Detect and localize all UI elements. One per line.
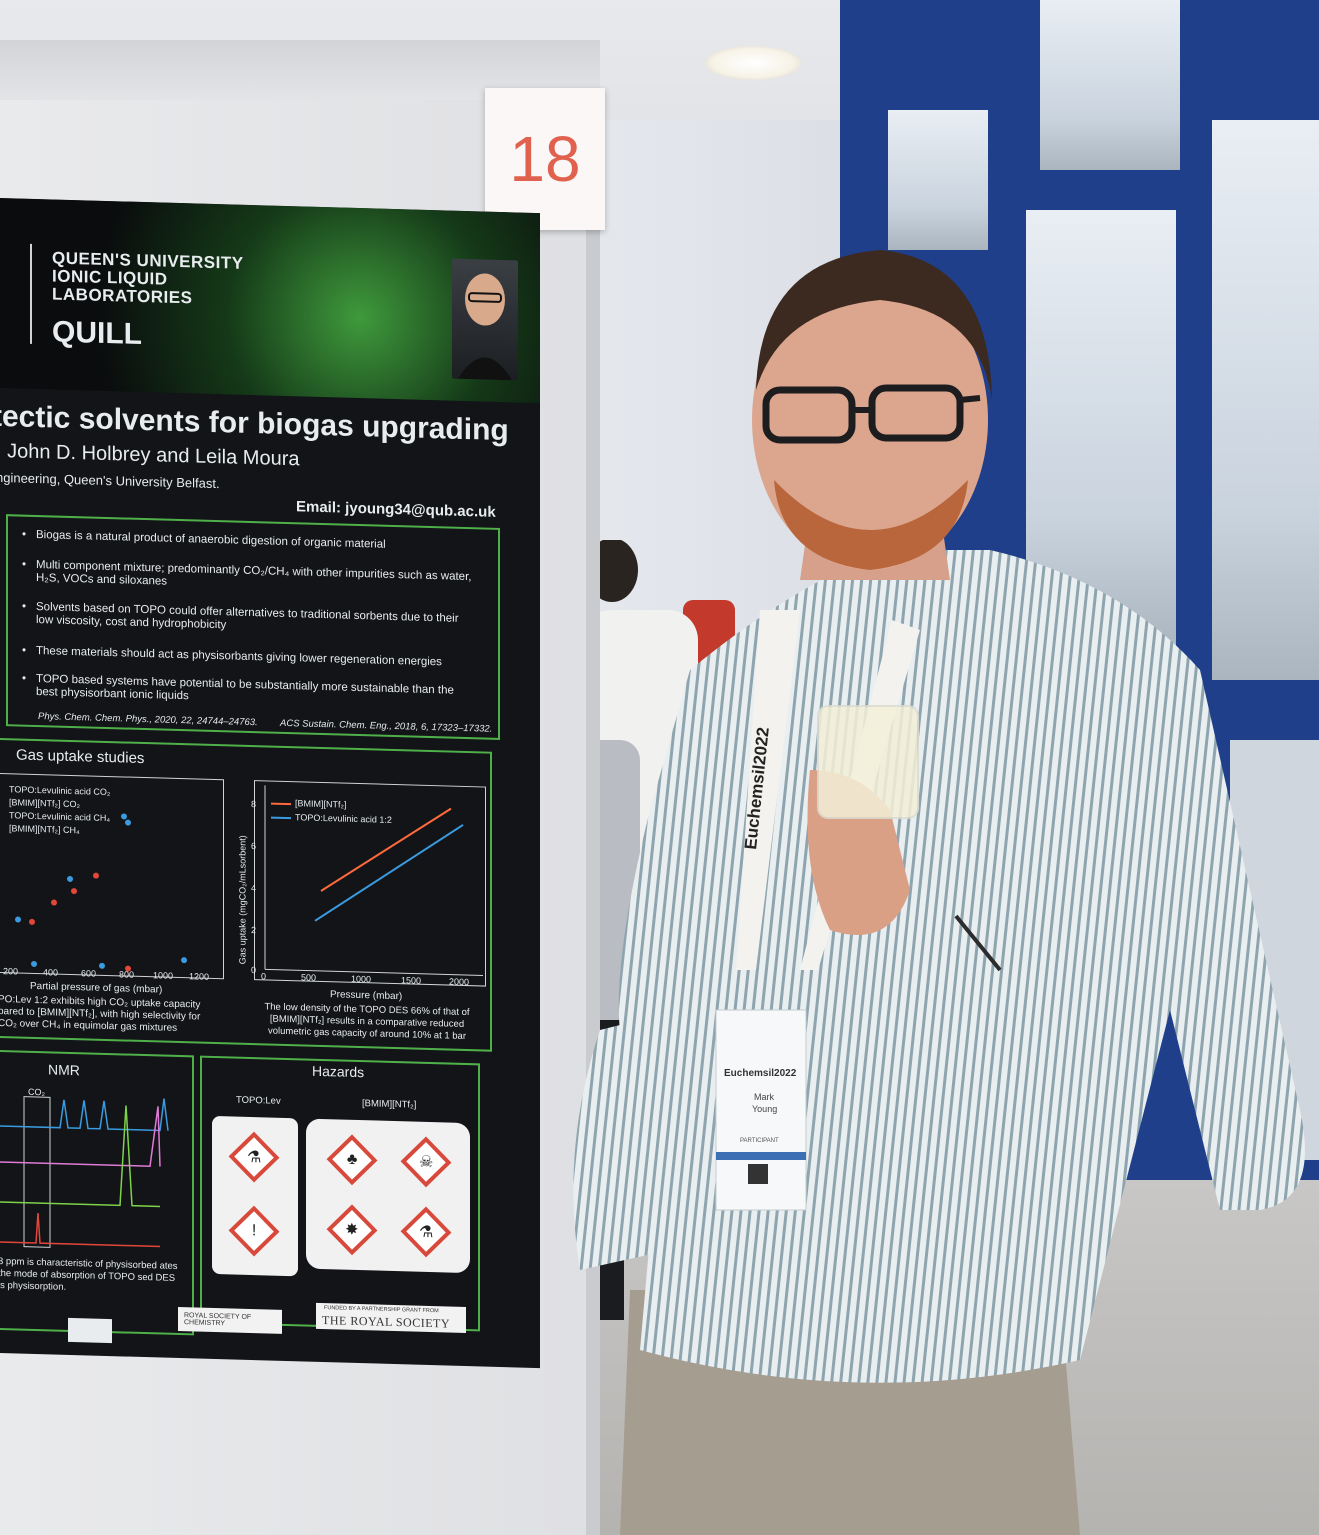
legend-entry: [BMIM][NTf₂] CO₂ [9, 797, 80, 810]
selectivity-plot: TOPO:Levulinic acid CO₂ [BMIM][NTf₂] CO₂… [0, 772, 224, 982]
ukri-logo [68, 1317, 112, 1344]
tick-label: 1000 [153, 970, 174, 981]
poster-title: tectic solvents for biogas upgrading [0, 399, 509, 448]
data-point [67, 875, 73, 883]
hazard-card: ♣ ☠ ✸ ⚗ [306, 1118, 470, 1274]
tick-label: 0 [261, 971, 267, 982]
uptake-plot: [BMIM][NTf₂] TOPO:Levulinic acid 1:2 8 6… [251, 780, 486, 988]
tick-label: 400 [43, 967, 59, 978]
data-point [99, 962, 105, 969]
header-divider [30, 243, 32, 344]
hazards-heading: Hazards [312, 1062, 365, 1081]
health-hazard-icon: ✸ [326, 1204, 378, 1256]
corrosive-icon: ⚗ [400, 1206, 452, 1258]
nmr-heading: NMR [48, 1061, 80, 1079]
quill-logo: QUILL [52, 315, 142, 351]
poster-authors: , John D. Holbrey and Leila Moura [0, 439, 300, 471]
data-point [15, 916, 21, 923]
board-number: 18 [509, 123, 581, 195]
royal-society-logo: FUNDED BY A PARTNERSHIP GRANT FROM THE R… [316, 1302, 466, 1334]
tick-label: 200 [3, 966, 19, 977]
tick-label: 8 [251, 799, 257, 810]
tick-label: 4 [251, 883, 257, 894]
tick-label: 0 [251, 965, 257, 976]
data-point [181, 957, 187, 964]
tick-label: 2000 [449, 976, 470, 988]
data-point [51, 899, 57, 906]
legend-entry: [BMIM][NTf₂] CH₄ [9, 823, 80, 836]
tick-label: 800 [119, 969, 135, 980]
tick-label: 600 [81, 968, 97, 979]
axis-label: Gas uptake (mgCO₂/mLsorbent) [237, 835, 248, 965]
legend-entry: [BMIM][NTf₂] [295, 798, 347, 810]
poster-email: Email: jyoung34@qub.ac.uk [296, 498, 496, 521]
data-point [121, 813, 127, 820]
nmr-peak-label: CO₂ [28, 1086, 45, 1098]
board-number-card: 18 [485, 88, 605, 230]
plot-caption: PO:Lev 1:2 exhibits high CO₂ uptake capa… [0, 993, 201, 1034]
hazard-group-label: [BMIM][NTf₂] [362, 1098, 417, 1111]
royal-society-name: THE ROYAL SOCIETY [322, 1312, 451, 1331]
hazard-group-label: TOPO:Lev [236, 1094, 281, 1107]
badge-event: Euchemsil2022 [724, 1068, 797, 1079]
person-with-glass: Euchemsil2022 Euchemsil2022 Mark Young P… [573, 250, 1305, 1535]
corrosive-icon: ⚗ [228, 1131, 280, 1183]
axis-label: Pressure (mbar) [330, 989, 403, 1003]
legend-entry: TOPO:Levulinic acid CO₂ [9, 784, 111, 798]
tick-label: 500 [301, 972, 317, 983]
tick-label: 2 [251, 925, 257, 936]
research-poster: QUEEN'S UNIVERSITY IONIC LIQUID LABORATO… [0, 198, 540, 1369]
badge-role: PARTICIPANT [740, 1138, 779, 1144]
rsc-logo: ROYAL SOCIETY OF CHEMISTRY [178, 1306, 282, 1334]
exclamation-icon: ! [228, 1205, 280, 1257]
tick-label: 1200 [189, 971, 210, 982]
data-point [29, 918, 35, 925]
nmr-box [0, 1049, 194, 1336]
data-point [71, 887, 77, 895]
data-point [31, 960, 37, 968]
gas-uptake-heading: Gas uptake studies [16, 746, 145, 768]
tick-label: 6 [251, 841, 257, 852]
plot-caption: The low density of the TOPO DES 66% of t… [264, 1001, 470, 1043]
environment-hazard-icon: ♣ [326, 1134, 378, 1186]
badge-last-name: Young [752, 1104, 777, 1114]
author-headshot [452, 258, 518, 381]
nmr-caption: 3 ppm is characteristic of physisorbed a… [0, 1255, 178, 1293]
legend-entry: TOPO:Levulinic acid CH₄ [9, 810, 111, 824]
data-point [125, 819, 131, 826]
institution-name: QUEEN'S UNIVERSITY IONIC LIQUID LABORATO… [52, 248, 244, 308]
badge-first-name: Mark [754, 1092, 774, 1102]
ceiling-light [705, 46, 801, 80]
tick-label: 1500 [401, 975, 422, 986]
poster-affiliation: ngineering, Queen's University Belfast. [0, 469, 220, 492]
toxic-skull-icon: ☠ [400, 1136, 452, 1188]
hazard-card: ⚗ ! [212, 1115, 298, 1277]
data-point [93, 872, 99, 879]
tick-label: 1000 [351, 973, 372, 985]
rsc-text: ROYAL SOCIETY OF CHEMISTRY [184, 1312, 252, 1328]
